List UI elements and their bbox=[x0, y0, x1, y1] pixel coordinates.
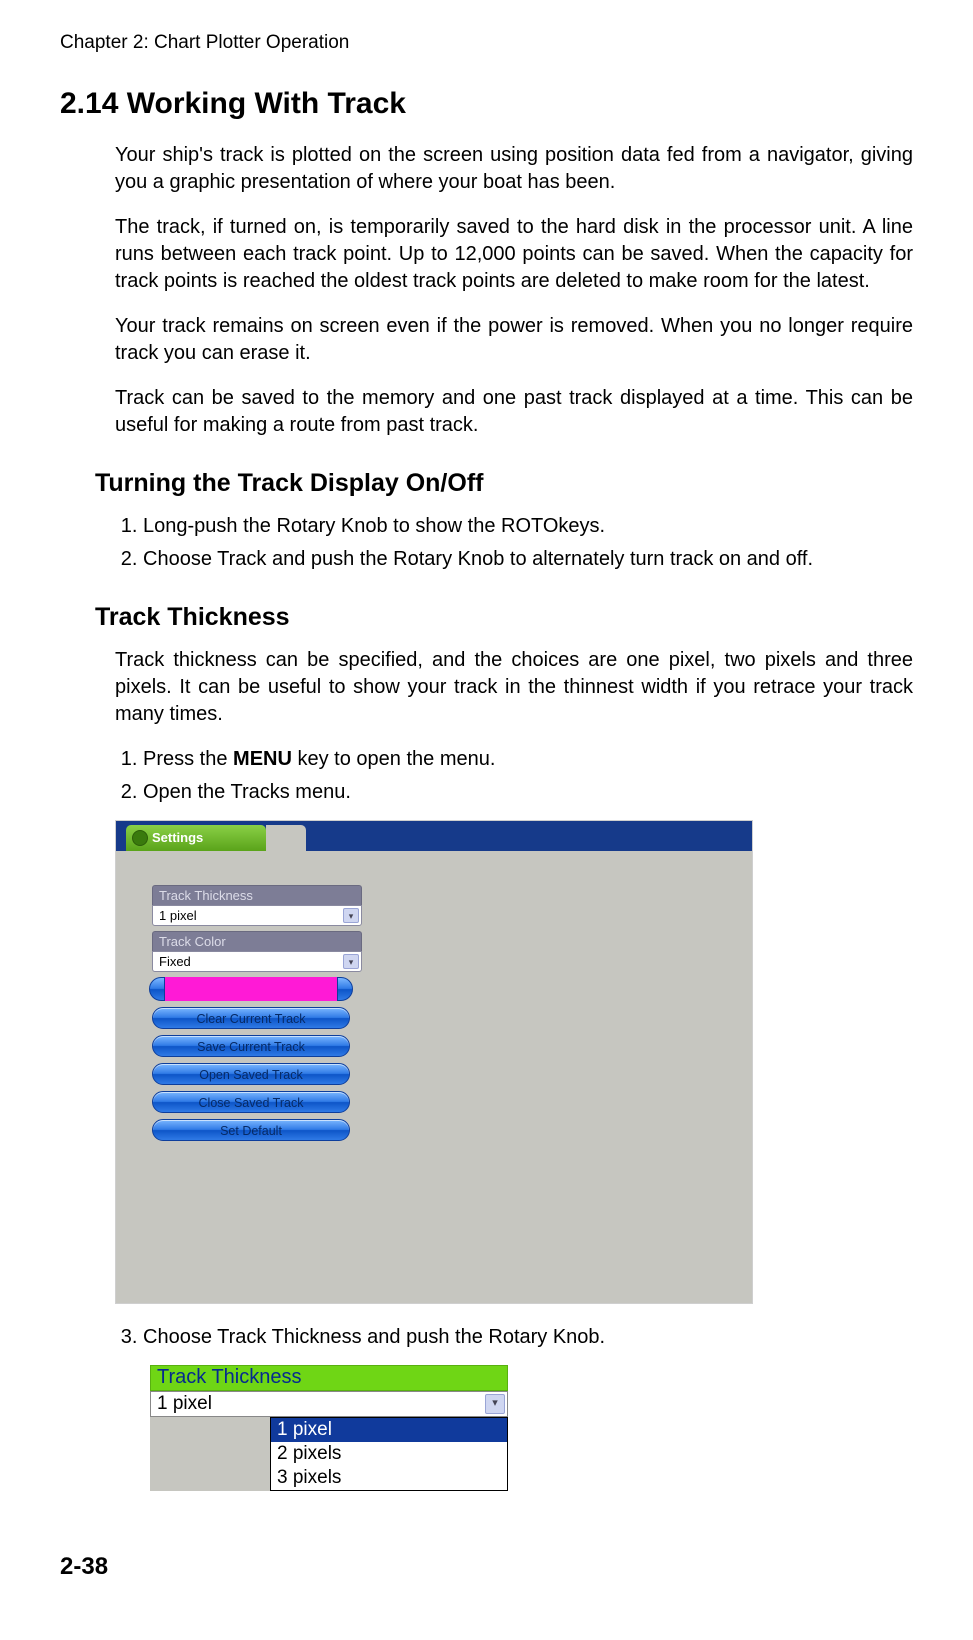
close-saved-track-button[interactable]: Close Saved Track bbox=[152, 1091, 350, 1113]
thickness-dropdown-label: Track Thickness bbox=[150, 1365, 508, 1391]
page-number: 2-38 bbox=[60, 1551, 913, 1583]
settings-tab-label: Settings bbox=[152, 829, 203, 847]
thickness-options-list: 1 pixel 2 pixels 3 pixels bbox=[270, 1417, 508, 1491]
open-saved-track-button[interactable]: Open Saved Track bbox=[152, 1063, 350, 1085]
track-thickness-value: 1 pixel bbox=[159, 908, 197, 923]
chevron-down-icon: ▾ bbox=[343, 908, 359, 923]
field-track-thickness: Track Thickness 1 pixel ▾ bbox=[152, 885, 362, 927]
step-1-pre: Press the bbox=[143, 748, 233, 770]
gray-panel-slice bbox=[150, 1417, 270, 1491]
color-swatch-button[interactable] bbox=[149, 977, 353, 1001]
chapter-header: Chapter 2: Chart Plotter Operation bbox=[60, 30, 913, 56]
intro-para-2: The track, if turned on, is temporarily … bbox=[115, 214, 913, 295]
pill-cap-right bbox=[337, 977, 353, 1001]
track-thickness-label: Track Thickness bbox=[152, 885, 362, 906]
subheading-toggle-track: Turning the Track Display On/Off bbox=[95, 467, 913, 501]
intro-para-4: Track can be saved to the memory and one… bbox=[115, 385, 913, 439]
intro-para-3: Your track remains on screen even if the… bbox=[115, 313, 913, 367]
thickness-dropdown-current[interactable]: 1 pixel ▾ bbox=[150, 1391, 508, 1417]
settings-tab[interactable]: Settings bbox=[126, 825, 266, 851]
pill-cap-left bbox=[149, 977, 165, 1001]
thickness-current-value: 1 pixel bbox=[157, 1391, 212, 1417]
toggle-step-2: Choose Track and push the Rotary Knob to… bbox=[143, 546, 913, 573]
clear-current-track-button[interactable]: Clear Current Track bbox=[152, 1007, 350, 1029]
thickness-step-2: Open the Tracks menu. bbox=[143, 779, 913, 806]
thickness-step-3: Choose Track Thickness and push the Rota… bbox=[143, 1324, 913, 1351]
toggle-step-1: Long-push the Rotary Knob to show the RO… bbox=[143, 513, 913, 540]
thickness-option-1px[interactable]: 1 pixel bbox=[271, 1418, 507, 1442]
chevron-down-icon: ▾ bbox=[343, 954, 359, 969]
figure-settings-screenshot: Settings Track Thickness 1 pixel ▾ Track… bbox=[115, 820, 753, 1304]
save-current-track-button[interactable]: Save Current Track bbox=[152, 1035, 350, 1057]
subheading-track-thickness: Track Thickness bbox=[95, 601, 913, 635]
color-swatch bbox=[165, 977, 337, 1001]
track-thickness-select[interactable]: 1 pixel ▾ bbox=[152, 905, 362, 926]
chevron-down-icon: ▾ bbox=[485, 1394, 505, 1414]
thickness-step-1: Press the MENU key to open the menu. bbox=[143, 746, 913, 773]
step-1-post: key to open the menu. bbox=[292, 748, 495, 770]
track-color-value: Fixed bbox=[159, 954, 191, 969]
set-default-button[interactable]: Set Default bbox=[152, 1119, 350, 1141]
settings-panel: Track Thickness 1 pixel ▾ Track Color Fi… bbox=[116, 851, 752, 1303]
thickness-option-3px[interactable]: 3 pixels bbox=[271, 1466, 507, 1490]
track-color-select[interactable]: Fixed ▾ bbox=[152, 951, 362, 972]
intro-para-1: Your ship's track is plotted on the scre… bbox=[115, 142, 913, 196]
thickness-option-2px[interactable]: 2 pixels bbox=[271, 1442, 507, 1466]
section-title: 2.14 Working With Track bbox=[60, 84, 913, 125]
track-color-label: Track Color bbox=[152, 931, 362, 952]
field-track-color: Track Color Fixed ▾ bbox=[152, 931, 362, 973]
menu-key-label: MENU bbox=[233, 748, 292, 770]
figure-thickness-dropdown: Track Thickness 1 pixel ▾ 1 pixel 2 pixe… bbox=[150, 1365, 600, 1491]
tab-background-cut bbox=[266, 825, 306, 851]
thickness-intro: Track thickness can be specified, and th… bbox=[115, 647, 913, 728]
